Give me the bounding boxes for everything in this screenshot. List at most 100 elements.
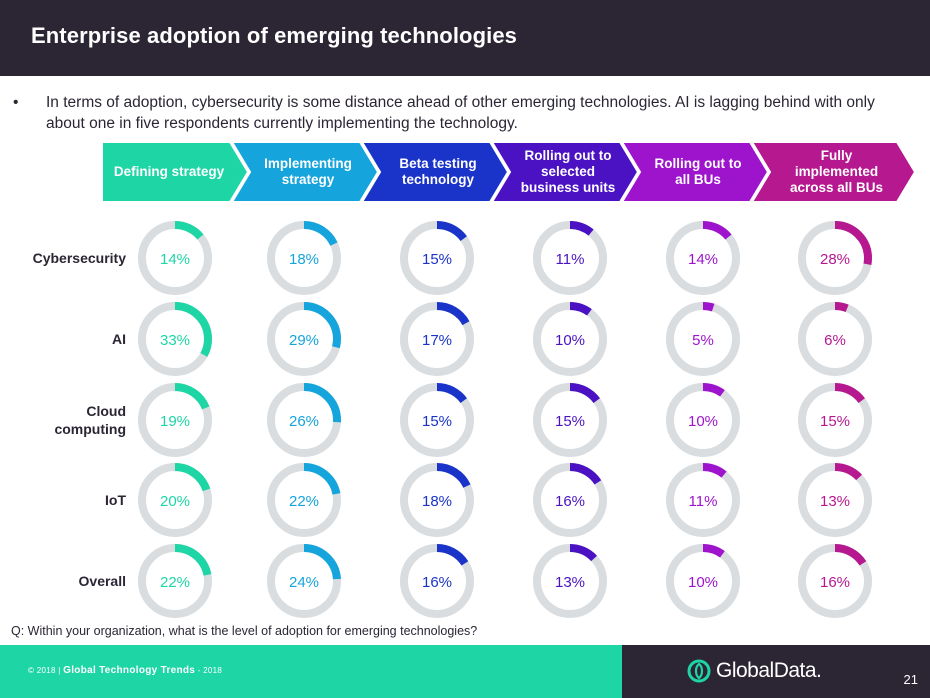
- donut: 15%: [533, 383, 607, 457]
- stage-arrow: [620, 142, 770, 202]
- summary-text: In terms of adoption, cybersecurity is s…: [46, 94, 875, 132]
- donut-value-label: 22%: [160, 574, 190, 591]
- donut: 10%: [666, 383, 740, 457]
- donut-value-arc: [400, 463, 474, 537]
- donut: 16%: [400, 544, 474, 618]
- page-title: Enterprise adoption of emerging technolo…: [31, 23, 518, 48]
- donut-value-label: 28%: [820, 251, 850, 268]
- donut-value-label: 15%: [555, 413, 585, 430]
- donut-value-label: 10%: [688, 413, 718, 430]
- donut: 17%: [400, 302, 474, 376]
- donut-value-arc: [267, 463, 341, 537]
- donut-value-arc: [138, 544, 212, 618]
- donut: 28%: [798, 221, 872, 295]
- donut-value-label: 14%: [160, 251, 190, 268]
- donut-value-arc: [666, 302, 740, 376]
- donut-value-arc: [666, 383, 740, 457]
- donut-value-arc: [666, 463, 740, 537]
- donut: 18%: [400, 463, 474, 537]
- donut-value-label: 15%: [820, 413, 850, 430]
- donut-value-arc: [798, 463, 872, 537]
- donut-value-label: 14%: [688, 251, 718, 268]
- donut-value-arc: [533, 544, 607, 618]
- donut-value-arc: [400, 383, 474, 457]
- donut-value-label: 18%: [422, 493, 452, 510]
- donut: 22%: [138, 544, 212, 618]
- donut-value-arc: [400, 302, 474, 376]
- donut: 19%: [138, 383, 212, 457]
- footer-year: - 2018: [195, 666, 223, 675]
- donut: 29%: [267, 302, 341, 376]
- stage-arrow: [230, 142, 380, 202]
- donut-value-arc: [798, 544, 872, 618]
- donut-value-label: 5%: [692, 332, 714, 349]
- donut-value-label: 22%: [289, 493, 319, 510]
- donut-value-label: 15%: [422, 413, 452, 430]
- donut-value-arc: [666, 544, 740, 618]
- globaldata-mark-icon: [687, 659, 711, 683]
- page-number: 21: [903, 672, 918, 687]
- donut-value-arc: [138, 463, 212, 537]
- donut: 14%: [666, 221, 740, 295]
- globaldata-logo: GlobalData.: [686, 653, 822, 689]
- donut: 33%: [138, 302, 212, 376]
- donut: 15%: [400, 221, 474, 295]
- donut-value-label: 33%: [160, 332, 190, 349]
- stage-label: Rolling out to all BUs: [654, 156, 742, 187]
- donut: 5%: [666, 302, 740, 376]
- technology-label: IoT: [105, 492, 126, 508]
- donut: 11%: [666, 463, 740, 537]
- donut-value-arc: [138, 221, 212, 295]
- donut: 20%: [138, 463, 212, 537]
- footer-band: © 2018 | Global Technology Trends - 2018: [0, 645, 622, 698]
- donut: 10%: [533, 302, 607, 376]
- donut-value-label: 16%: [555, 493, 585, 510]
- stage-label: Implementing strategy: [264, 156, 352, 187]
- donut: 18%: [267, 221, 341, 295]
- donut: 14%: [138, 221, 212, 295]
- donut-value-label: 20%: [160, 493, 190, 510]
- technology-label: Cloud computing: [54, 403, 126, 437]
- bullet-marker: •: [13, 94, 19, 111]
- donut-value-arc: [666, 221, 740, 295]
- donut-value-arc: [798, 302, 872, 376]
- donut-value-label: 17%: [422, 332, 452, 349]
- donut-value-arc: [267, 383, 341, 457]
- donut-value-label: 6%: [824, 332, 846, 349]
- donut: 13%: [533, 544, 607, 618]
- donut-value-label: 15%: [422, 251, 452, 268]
- donut: 10%: [666, 544, 740, 618]
- donut-value-arc: [400, 544, 474, 618]
- footer-copyright: © 2018 |: [28, 666, 64, 675]
- donut: 15%: [798, 383, 872, 457]
- donut-value-arc: [798, 383, 872, 457]
- donut-value-label: 10%: [688, 574, 718, 591]
- donut: 26%: [267, 383, 341, 457]
- donut-value-arc: [533, 302, 607, 376]
- donut-value-label: 26%: [289, 413, 319, 430]
- summary-bullet: • In terms of adoption, cybersecurity is…: [13, 92, 903, 134]
- donut-value-label: 10%: [555, 332, 585, 349]
- stage-arrow: [750, 142, 917, 202]
- donut-value-label: 24%: [289, 574, 319, 591]
- donut: 22%: [267, 463, 341, 537]
- donut: 15%: [400, 383, 474, 457]
- stage-label: Fully implemented across all BUs: [789, 148, 884, 195]
- donut: 6%: [798, 302, 872, 376]
- stage-label: Defining strategy: [113, 164, 225, 179]
- stage-arrow: [360, 142, 510, 202]
- donut-value-arc: [798, 221, 872, 295]
- donut: 11%: [533, 221, 607, 295]
- donut-value-arc: [267, 302, 341, 376]
- stage-arrow: [101, 142, 250, 202]
- donut-value-label: 19%: [160, 413, 190, 430]
- survey-question: Q: Within your organization, what is the…: [11, 624, 478, 638]
- donut-value-arc: [533, 221, 607, 295]
- donut-value-label: 29%: [289, 332, 319, 349]
- footer-report-name: Global Technology Trends: [63, 665, 196, 676]
- title-bar: Enterprise adoption of emerging technolo…: [0, 0, 930, 76]
- donut-value-label: 16%: [422, 574, 452, 591]
- footer-text: © 2018 | Global Technology Trends - 2018: [28, 665, 222, 676]
- donut-value-arc: [533, 383, 607, 457]
